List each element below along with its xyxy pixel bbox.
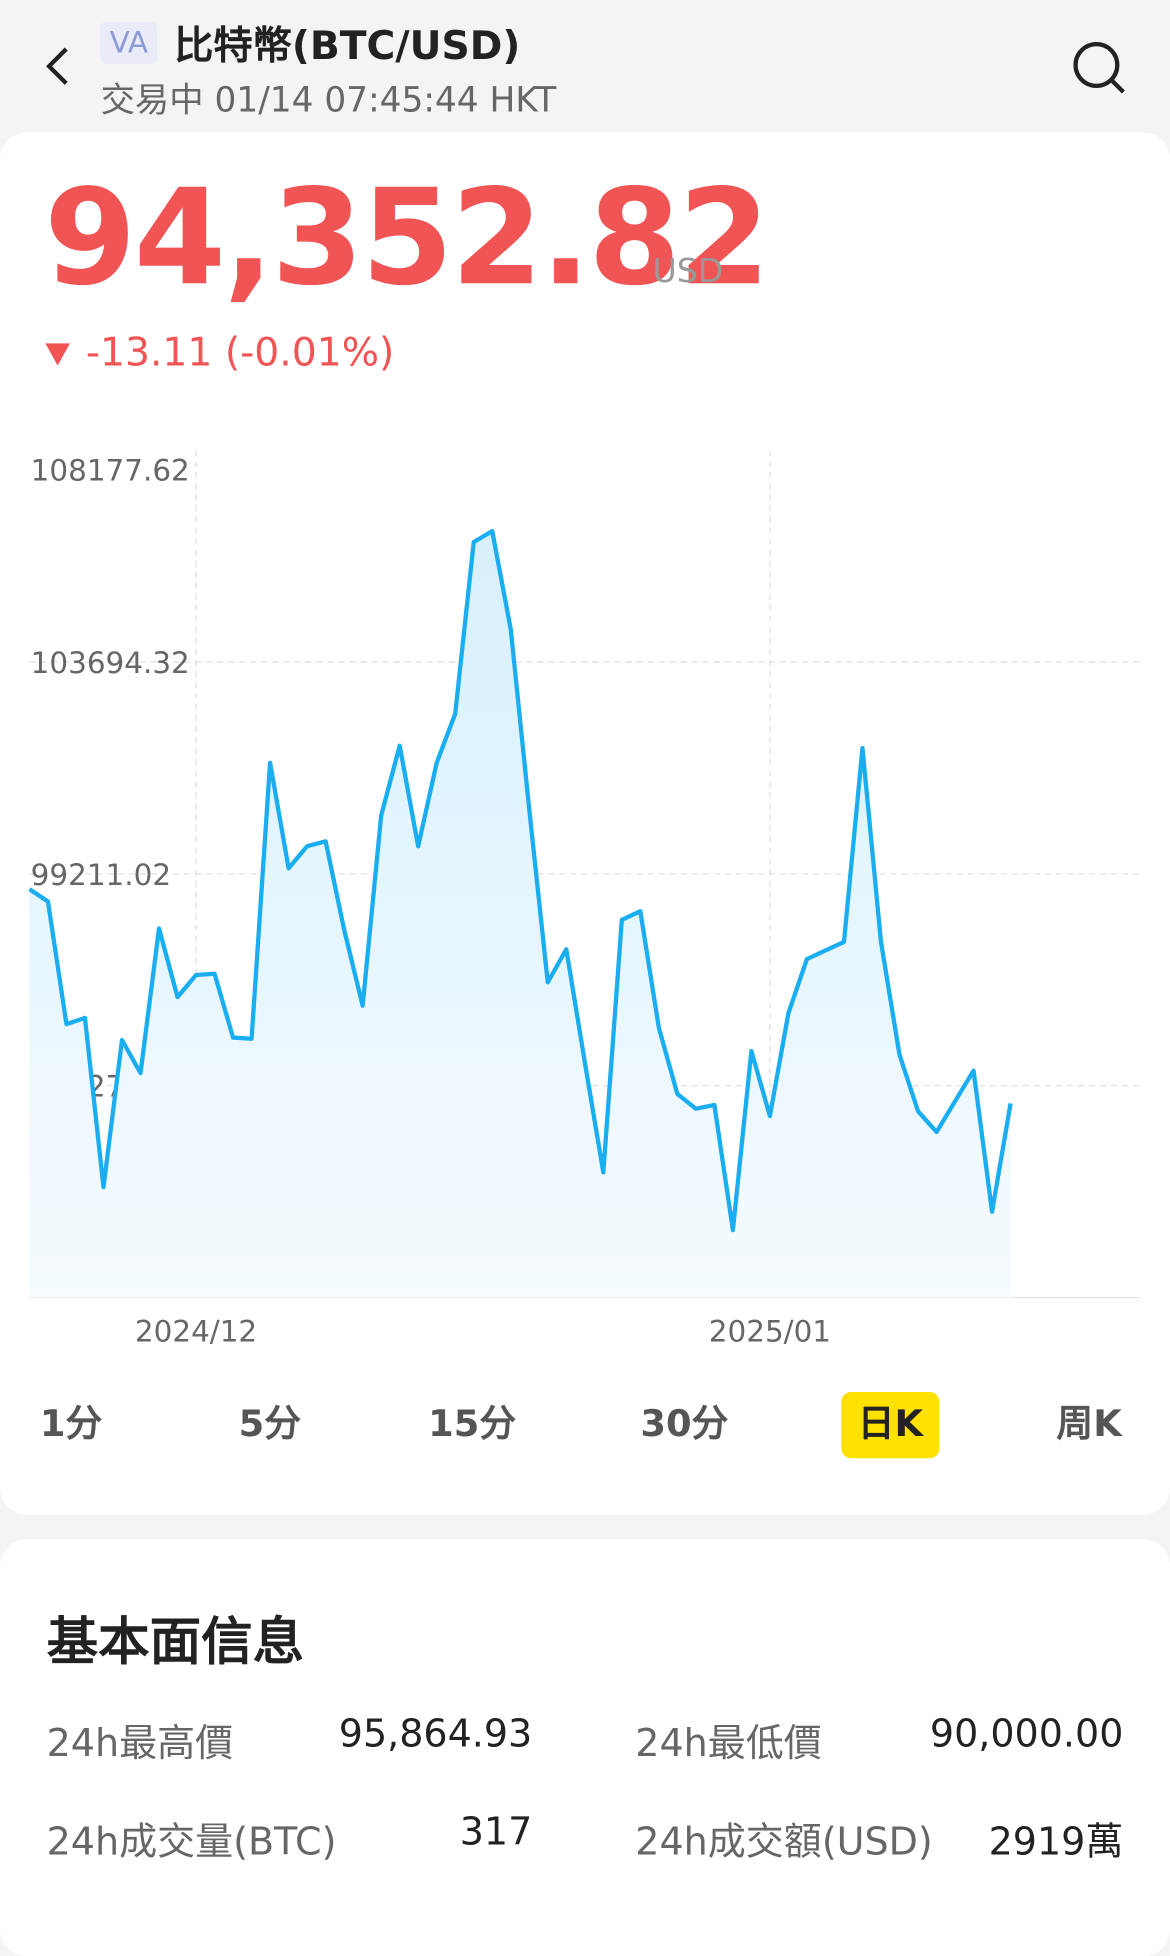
timeframe-tab[interactable]: 15分 — [428, 1403, 517, 1446]
down-arrow — [45, 343, 70, 366]
y-tick-label: 99211.02 — [31, 858, 171, 892]
price-change: -13.11 (-0.01%) — [85, 328, 395, 376]
search-button[interactable] — [1069, 39, 1128, 98]
chart: 2024/122025/0190244.4394727.7399211.0210… — [28, 450, 1141, 1349]
price: 94,352.82 — [44, 161, 770, 316]
y-tick-label: 108177.62 — [31, 454, 190, 488]
timeframe-tab[interactable]: 5分 — [238, 1403, 302, 1446]
stat-value: 90,000.00 — [929, 1712, 1124, 1757]
timeframe-tab[interactable]: 周K — [1056, 1403, 1122, 1446]
timeframe-tab[interactable]: 1分 — [39, 1403, 103, 1446]
section-title: 基本面信息 — [46, 1611, 305, 1672]
back-button[interactable] — [37, 44, 81, 88]
x-tick-label: 2025/01 — [709, 1315, 831, 1349]
y-tick-label: 103694.32 — [31, 646, 190, 680]
timeframe-tab[interactable]: 30分 — [640, 1403, 729, 1446]
stat-label: 24h最低價 — [635, 1721, 822, 1767]
x-tick-label: 2024/12 — [135, 1315, 257, 1349]
timeframe-tab[interactable]: 日K — [841, 1391, 940, 1459]
price-line — [28, 528, 1013, 1233]
fundamentals-card — [0, 1539, 1170, 1956]
stat-value: 2919萬 — [988, 1819, 1124, 1865]
badge: VA — [100, 22, 157, 64]
stat-label: 24h最高價 — [46, 1721, 234, 1767]
status: 交易中 01/14 07:45:44 HKT — [100, 79, 557, 121]
title: 比特幣(BTC/USD) — [174, 22, 521, 69]
stat-label: 24h成交量(BTC) — [46, 1819, 337, 1865]
stat-label: 24h成交額(USD) — [635, 1819, 933, 1865]
stat-value: 317 — [459, 1810, 533, 1855]
price-unit: USD — [652, 252, 724, 291]
stat-value: 95,864.93 — [338, 1712, 533, 1757]
